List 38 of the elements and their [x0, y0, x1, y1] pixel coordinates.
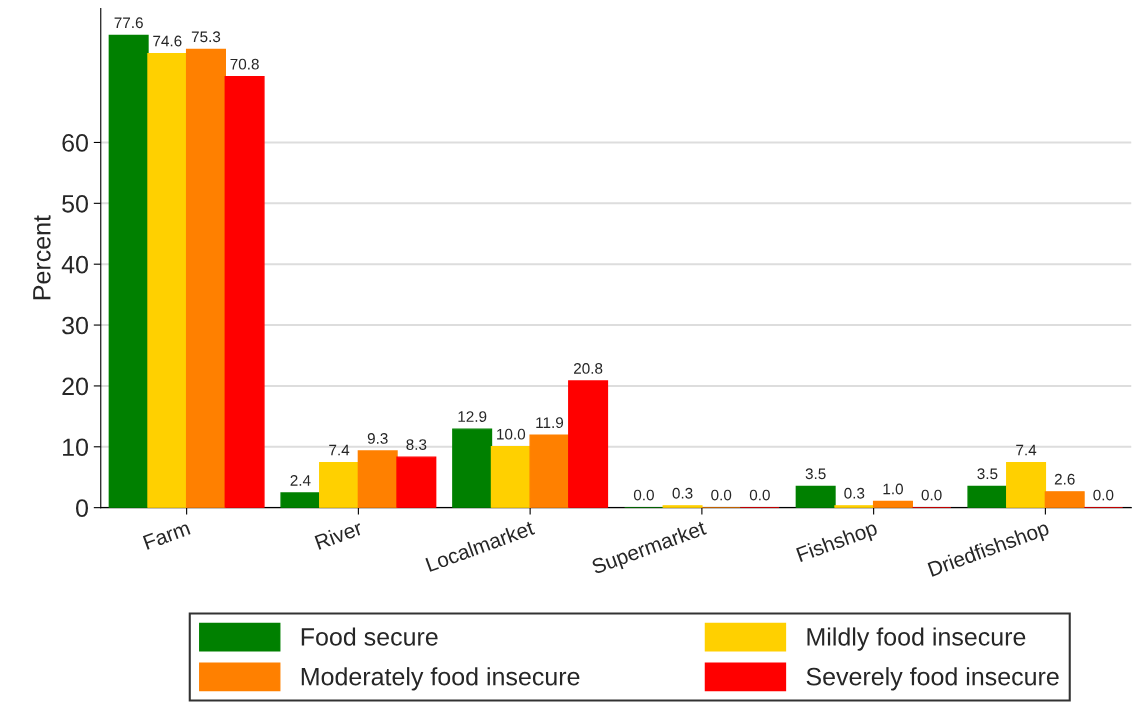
data-label: 74.6 — [153, 35, 182, 47]
y-tick-label: 50 — [62, 194, 88, 213]
y-tick-label: 20 — [62, 377, 88, 396]
data-label: 3.5 — [977, 468, 998, 480]
data-label: 70.8 — [230, 58, 259, 70]
data-label: 2.6 — [1054, 473, 1075, 485]
y-tick-label: 10 — [63, 438, 88, 457]
legend-label: Moderately food insecure — [301, 667, 580, 691]
data-label: 0.0 — [711, 489, 732, 501]
legend-label: Food secure — [301, 627, 438, 646]
data-label: 12.9 — [458, 411, 487, 422]
data-label: 1.0 — [883, 483, 903, 495]
data-label: 0.0 — [1093, 489, 1114, 501]
y-tick-label: 40 — [61, 255, 88, 274]
data-label: 7.4 — [1016, 444, 1037, 456]
data-label: 20.8 — [574, 363, 603, 374]
data-label: 2.4 — [290, 475, 311, 486]
y-axis-title: Percent — [33, 215, 51, 300]
data-label: 75.3 — [191, 31, 221, 43]
data-label: 0.0 — [749, 489, 770, 501]
x-tick-label: River — [314, 519, 364, 550]
y-tick-label: 60 — [62, 134, 88, 152]
data-label: 77.6 — [114, 17, 143, 29]
data-label: 0.0 — [921, 489, 942, 501]
data-label: 3.5 — [805, 468, 826, 480]
y-tick-label: 30 — [62, 316, 88, 335]
data-label: 8.3 — [406, 439, 427, 450]
legend-label: Severely food insecure — [806, 667, 1059, 691]
data-label: 0.3 — [672, 487, 693, 499]
data-label: 7.4 — [329, 444, 350, 456]
y-tick-label: 0 — [76, 499, 88, 517]
data-label: 11.9 — [536, 417, 564, 429]
legend-label: Mildly food insecure — [807, 627, 1026, 651]
x-tick-label: Farm — [142, 520, 191, 550]
data-label: 0.0 — [633, 489, 654, 501]
data-label: 0.3 — [844, 487, 865, 499]
data-label: 10.0 — [497, 428, 526, 440]
data-label: 9.3 — [367, 433, 388, 444]
